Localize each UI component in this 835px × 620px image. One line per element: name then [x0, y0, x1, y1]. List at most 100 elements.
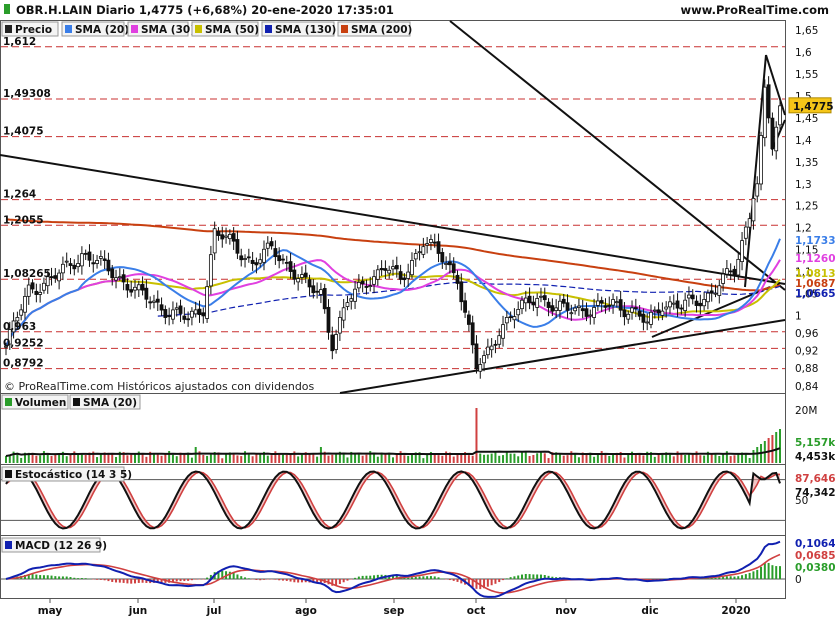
volume-bar — [502, 455, 505, 463]
watermark: © ProRealTime.com Históricos ajustados c… — [4, 380, 315, 393]
candle-body — [68, 263, 73, 266]
macd-histogram-bar — [255, 579, 258, 580]
wedge-upper-line[interactable] — [765, 54, 786, 116]
volume-bar — [388, 452, 391, 463]
volume-bar — [236, 455, 239, 463]
volume-bar — [718, 456, 721, 463]
sma-value-tag: 1,1733 — [795, 235, 835, 247]
volume-bar — [410, 453, 413, 463]
candle-body — [79, 253, 84, 267]
macd-histogram-bar — [445, 579, 448, 580]
volume-bar — [346, 457, 349, 463]
candle-body — [459, 281, 464, 303]
legend-swatch — [5, 398, 12, 406]
candle-body — [512, 316, 517, 321]
site-label[interactable]: www.ProRealTime.com — [680, 3, 829, 17]
macd-histogram-bar — [251, 579, 254, 580]
macd-histogram-bar — [483, 579, 486, 589]
candle-body — [102, 258, 107, 261]
candle-body — [220, 234, 225, 240]
volume-bar — [293, 451, 296, 463]
candle-body — [577, 305, 581, 308]
volume-bar — [365, 454, 368, 463]
current-price-tag: 1,4775 — [793, 101, 834, 113]
candle-body — [379, 268, 384, 271]
candle-body — [660, 310, 665, 316]
candle-body — [334, 334, 338, 350]
legend-box — [1, 537, 101, 553]
chart-title: OBR.H.LAIN Diario 1,4775 (+6,68%) 20-ene… — [16, 3, 394, 17]
macd-histogram-bar — [357, 576, 360, 579]
macd-histogram-bar — [532, 574, 535, 579]
macd-histogram-bar — [502, 579, 505, 581]
price-labels: 1,612 1,49308 1,4075 1,264 1,2055 1,08265 0,96… — [3, 25, 835, 393]
volume-sma-line — [5, 447, 781, 457]
volume-bar — [16, 452, 19, 463]
candle-body — [231, 233, 236, 242]
macd-histogram-bar — [433, 576, 436, 579]
volume-bar — [490, 453, 493, 463]
macd-histogram-bar — [194, 579, 197, 580]
volume-bar — [376, 456, 379, 463]
volume-bar — [687, 454, 690, 463]
legend-swatch — [265, 25, 272, 33]
macd-histogram-bar — [84, 578, 87, 579]
candle-body — [372, 276, 376, 285]
macd-histogram-bar — [118, 579, 121, 583]
wedge-rising-line[interactable] — [744, 54, 767, 288]
volume-bar — [99, 454, 102, 463]
x-tick-label: may — [38, 605, 63, 617]
header-bar: OBR.H.LAIN Diario 1,4775 (+6,68%) 20-ene… — [0, 0, 835, 19]
candle-body — [140, 283, 145, 291]
macd-histogram-bar — [240, 576, 243, 579]
macd-histogram-bar — [547, 575, 550, 579]
macd-histogram-bar — [505, 578, 508, 579]
volume-bar — [748, 458, 751, 463]
macd-histogram-bar — [73, 577, 76, 579]
candle-body — [114, 277, 118, 281]
macd-histogram-bar — [297, 579, 300, 583]
candle-body — [497, 335, 502, 345]
sma-line — [5, 272, 781, 347]
candle-body — [690, 294, 695, 300]
candle-body — [493, 343, 498, 346]
volume-bar — [380, 452, 383, 463]
volume-bar — [695, 451, 698, 463]
y-tick-label: 0 — [795, 574, 802, 586]
legend-box — [61, 21, 125, 37]
legend-label: Precio — [15, 24, 52, 36]
trendline-ascending-long[interactable] — [339, 319, 786, 394]
legend-label: SMA (20) — [75, 24, 129, 36]
candle-body — [565, 302, 570, 311]
volume-bar — [274, 451, 277, 463]
candle-body — [614, 301, 619, 304]
volume-bar — [308, 453, 311, 463]
candle-body — [675, 300, 680, 309]
candle-body — [504, 317, 509, 324]
trendline-descending-long[interactable] — [0, 154, 786, 285]
candle-body — [91, 262, 96, 265]
candle-body — [671, 302, 676, 305]
macd-histogram-bar — [31, 574, 34, 579]
volume-bar — [456, 453, 459, 463]
candle-body — [394, 265, 399, 270]
legend-label: SMA (30) — [141, 24, 195, 36]
macd-histogram-bar — [171, 579, 174, 583]
candle-body — [713, 292, 718, 295]
candle-body — [656, 309, 661, 314]
legend-swatch — [73, 398, 80, 406]
candle-body — [728, 270, 733, 273]
trendline-descending-steep[interactable] — [449, 20, 786, 291]
macd-histogram-bar — [331, 579, 334, 586]
volume-bar — [483, 454, 486, 463]
volume-bar — [27, 452, 30, 463]
volume-bar — [319, 447, 322, 463]
header-icon — [4, 4, 10, 14]
macd-histogram-bar — [54, 576, 57, 579]
volume-bar — [300, 454, 303, 463]
x-axis: may jun jul ago sep oct nov dic 2020 — [38, 599, 751, 617]
volume-bar — [312, 453, 315, 463]
volume-bar — [399, 451, 402, 463]
macd-histogram-bar — [202, 579, 205, 580]
